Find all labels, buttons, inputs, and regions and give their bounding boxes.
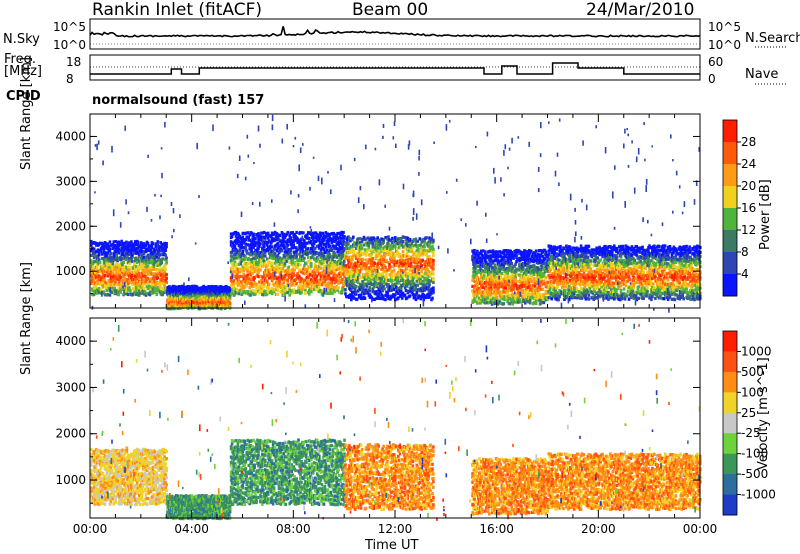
power-colorbar-swatch: [723, 230, 737, 253]
velocity-ytick-label: 1000: [55, 473, 86, 487]
velocity-colorbar-tick-label: -25: [741, 426, 761, 440]
noise-left-tick-bottom: 10^0: [53, 38, 86, 52]
velocity-colorbar-swatch: [723, 351, 737, 373]
power-colorbar-tick-label: 20: [741, 179, 756, 193]
freq-left-tick-bottom: 8: [66, 72, 74, 86]
power-colorbar-tick-label: 24: [741, 157, 756, 171]
x-tick-label: 08:00: [276, 522, 311, 536]
x-axis-label: Time UT: [365, 538, 419, 553]
velocity-colorbar-tick-label: 1000: [741, 344, 772, 358]
velocity-colorbar-frame: [722, 330, 738, 516]
velocity-colorbar-swatch: [723, 494, 737, 516]
velocity-ytick-label: 3000: [55, 380, 86, 394]
power-ytick-label: 2000: [55, 219, 86, 233]
date-title: 24/Mar/2010: [586, 0, 695, 20]
power-colorbar-tick-label: 8: [741, 245, 749, 259]
velocity-colorbar-tick-label: 100: [741, 385, 764, 399]
power-colorbar-tick-label: 12: [741, 223, 756, 237]
velocity-colorbar-tick-label: -500: [741, 467, 768, 481]
freq-line: [90, 62, 700, 75]
nave-label: Nave: [745, 67, 779, 82]
beam-title: Beam 00: [352, 0, 429, 20]
power-colorbar-swatch: [723, 252, 737, 275]
noise-search-label: N.Search: [745, 31, 800, 46]
noise-right-tick-bottom: 10^0: [708, 38, 741, 52]
power-colorbar-tick-label: 28: [741, 135, 756, 149]
power-colorbar-swatch: [723, 142, 737, 165]
power-echo-cells: [90, 114, 702, 313]
velocity-colorbar-swatch: [723, 371, 737, 393]
x-tick-label: 20:00: [581, 522, 616, 536]
x-tick-label: 00:00: [73, 522, 108, 536]
power-colorbar-swatch: [723, 274, 737, 297]
freq-label-1: Freq.: [4, 52, 36, 67]
velocity-colorbar-swatch: [723, 412, 737, 434]
freq-panel-frame: [89, 54, 701, 81]
velocity-colorbar-swatch: [723, 474, 737, 495]
noise-sky-line: [89, 26, 701, 38]
power-ytick-label: 3000: [55, 174, 86, 188]
velocity-colorbar-tick-label: 25: [741, 406, 756, 420]
power-ytick-label: 4000: [55, 129, 86, 143]
station-title: Rankin Inlet (fitACF): [92, 0, 263, 20]
cpid-label: CPID: [6, 89, 41, 104]
velocity-colorbar-tick-label: -100: [741, 447, 768, 461]
freq-label-2: [MHz]: [4, 64, 42, 79]
x-tick-label: 16:00: [479, 522, 514, 536]
velocity-colorbar-swatch: [723, 433, 737, 455]
power-ytick-label: 1000: [55, 264, 86, 278]
power-colorbar-swatch: [723, 186, 737, 209]
x-tick-label: 00:00: [683, 522, 718, 536]
velocity-colorbar-tick-label: 500: [741, 365, 764, 379]
x-tick-label: 04:00: [174, 522, 209, 536]
power-colorbar-swatch: [723, 208, 737, 231]
velocity-colorbar-swatch: [723, 331, 737, 352]
velocity-ytick-label: 4000: [55, 334, 86, 348]
freq-left-tick-top: 18: [66, 55, 82, 69]
nave-right-tick-bottom: 0: [708, 72, 716, 86]
power-colorbar-swatch: [723, 164, 737, 187]
velocity-echo-cells: [90, 318, 702, 521]
noise-right-tick-top: 10^5: [708, 20, 741, 34]
velocity-colorbar-tick-label: -1000: [741, 488, 776, 502]
power-colorbar-tick-label: 16: [741, 201, 756, 215]
nave-right-tick-top: 60: [708, 55, 724, 69]
velocity-ytick-label: 2000: [55, 427, 86, 441]
noise-left-tick-top: 10^5: [53, 20, 86, 34]
noise-sky-label: N.Sky: [3, 32, 40, 47]
velocity-colorbar-swatch: [723, 392, 737, 414]
velocity-colorbar-swatch: [723, 453, 737, 475]
x-tick-label: 12:00: [378, 522, 413, 536]
cpid-mode: normalsound (fast) 157: [92, 93, 265, 108]
power-colorbar-tick-label: 4: [741, 267, 749, 281]
power-colorbar-swatch: [723, 120, 737, 143]
